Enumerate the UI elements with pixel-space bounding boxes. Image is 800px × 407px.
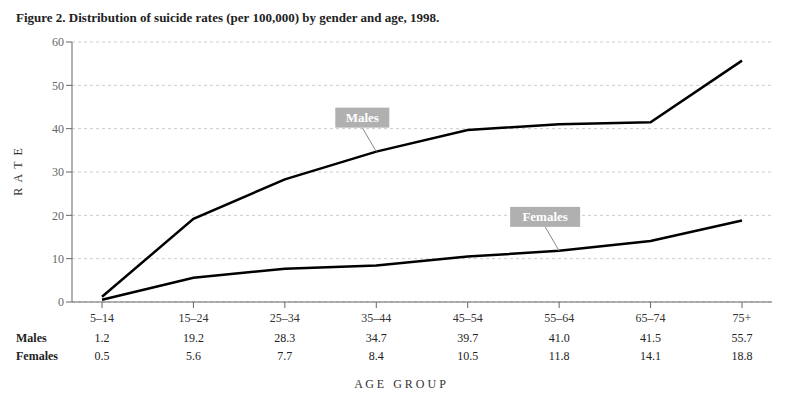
svg-text:R A T E: R A T E [11, 148, 25, 196]
svg-text:8.4: 8.4 [369, 349, 384, 363]
svg-text:34.7: 34.7 [366, 331, 387, 345]
svg-text:20: 20 [52, 209, 64, 223]
svg-text:Males: Males [16, 331, 47, 345]
svg-text:1.2: 1.2 [95, 331, 110, 345]
html-text:Figure 2. Distribution of suic: Figure 2. Distribution of suicide rates … [16, 10, 440, 25]
svg-text:50: 50 [52, 79, 64, 93]
svg-text:5–14: 5–14 [90, 311, 114, 325]
svg-text:10.5: 10.5 [457, 349, 478, 363]
svg-text:41.0: 41.0 [549, 331, 570, 345]
svg-text:45–54: 45–54 [453, 311, 483, 325]
svg-text:39.7: 39.7 [457, 331, 478, 345]
svg-text:11.8: 11.8 [549, 349, 570, 363]
svg-text:65–74: 65–74 [636, 311, 666, 325]
html-text:A G E G R O U P: A G E G R O U P [354, 377, 446, 391]
svg-text:28.3: 28.3 [274, 331, 295, 345]
svg-text:75+: 75+ [733, 311, 752, 325]
svg-text:41.5: 41.5 [640, 331, 661, 345]
svg-text:0: 0 [58, 295, 64, 309]
svg-text:0.5: 0.5 [95, 349, 110, 363]
svg-text:40: 40 [52, 122, 64, 136]
svg-text:Males: Males [346, 110, 379, 125]
svg-text:5.6: 5.6 [186, 349, 201, 363]
svg-text:25–34: 25–34 [270, 311, 300, 325]
svg-text:Females: Females [16, 349, 58, 363]
svg-text:60: 60 [52, 35, 64, 49]
svg-text:30: 30 [52, 165, 64, 179]
svg-text:19.2: 19.2 [183, 331, 204, 345]
svg-text:Females: Females [522, 209, 567, 224]
svg-text:18.8: 18.8 [732, 349, 753, 363]
svg-text:15–24: 15–24 [178, 311, 208, 325]
svg-text:55.7: 55.7 [732, 331, 753, 345]
svg-text:55–64: 55–64 [544, 311, 574, 325]
svg-text:10: 10 [52, 252, 64, 266]
svg-text:35–44: 35–44 [361, 311, 391, 325]
svg-text:14.1: 14.1 [640, 349, 661, 363]
svg-text:7.7: 7.7 [277, 349, 292, 363]
